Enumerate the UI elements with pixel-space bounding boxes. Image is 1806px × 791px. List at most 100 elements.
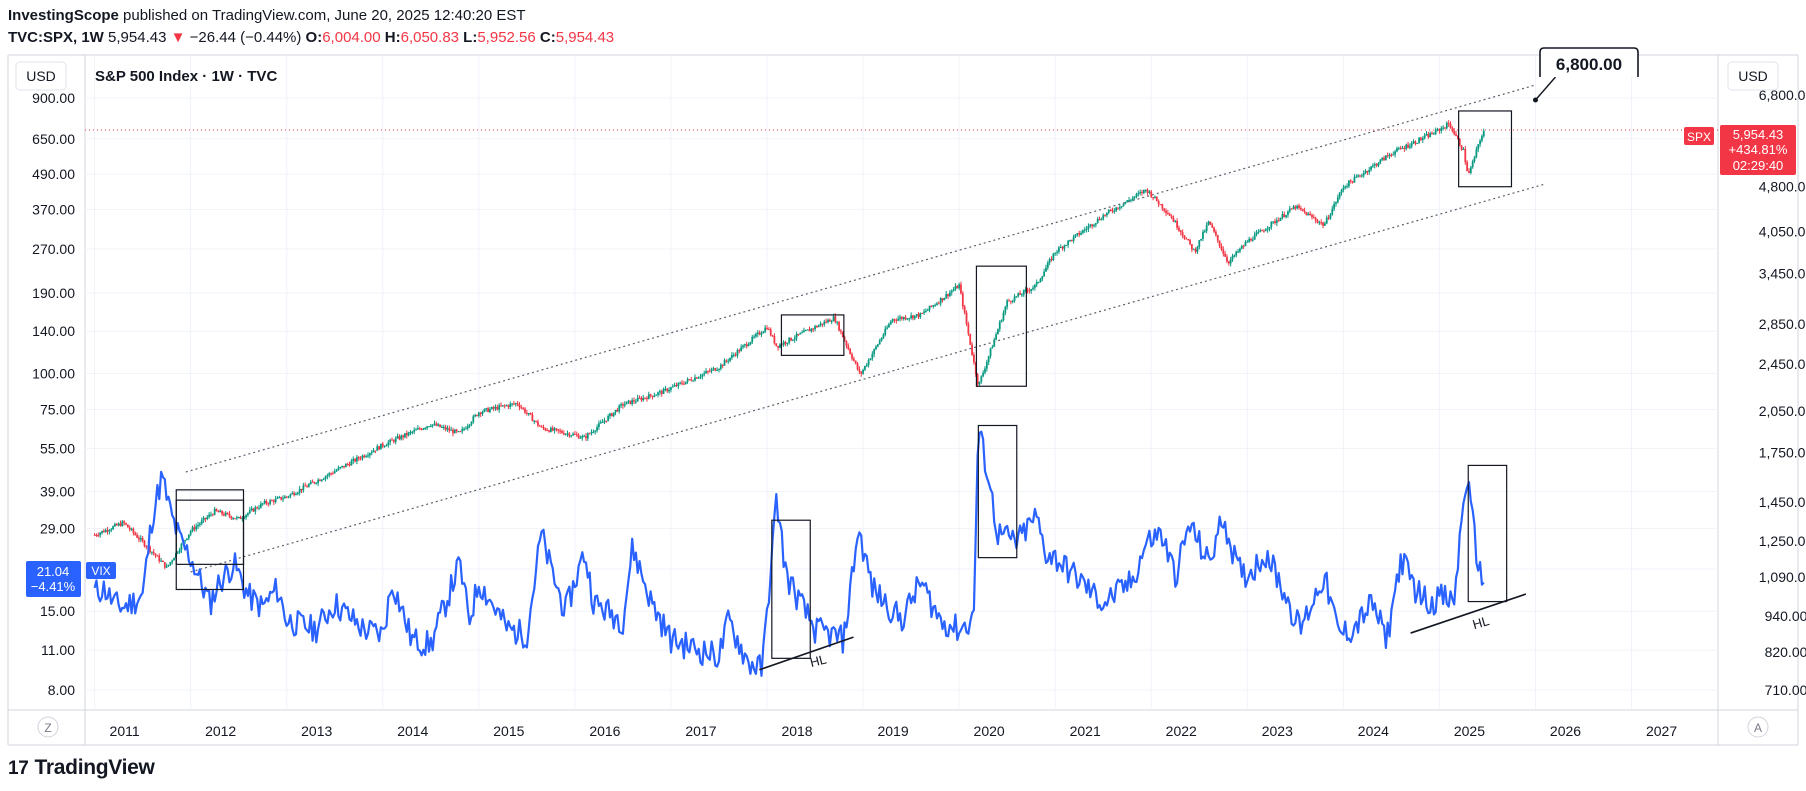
spx-candle-body [651,395,654,397]
spx-candle-body [1100,219,1103,221]
x-tick-label: 2021 [1070,723,1101,739]
spx-candle-body [1311,214,1313,218]
spx-candle-body [697,377,700,379]
spx-candle-body [679,382,682,384]
published-text: published on TradingView.com, June 20, 2… [118,7,526,24]
x-tick-label: 2014 [397,723,428,739]
spx-candle-body [845,341,848,346]
spx-candle-body [622,404,624,406]
spx-candle-body [1176,220,1179,228]
spx-candle-body [1299,207,1302,209]
spx-candle-body [1479,140,1481,145]
spx-candle-body [719,364,722,369]
price-chart[interactable]: 2011 2012 2013 2014 2015 2016 2017 2018 2019 2020… [0,0,1806,750]
spx-candle-body [1135,194,1138,197]
spx-candle-body [1130,199,1132,201]
spx-candle-body [1370,166,1372,170]
spx-candle-body [673,385,676,387]
spx-candle-body [1185,238,1188,240]
spx-candle-body [662,388,665,394]
auto-scale-button[interactable] [1747,716,1769,738]
spx-candle-body [1466,162,1469,172]
spx-candle-body [1457,135,1459,139]
spx-candle-body [1251,239,1254,241]
spx-candle-body [941,298,944,301]
spx-candle-body [823,321,826,325]
spx-candle-body [1381,157,1384,160]
currency-right-button[interactable] [1727,61,1779,91]
spx-candle-body [692,380,695,382]
tradingview-logo[interactable]: 17 TradingView [8,756,155,780]
spx-candle-body [723,360,726,366]
spx-candle-body [1471,161,1474,168]
x-tick-label: 2016 [589,723,620,739]
spx-candle-body [1344,186,1347,188]
tradingview-logo-text: TradingView [34,756,155,779]
currency-left-label[interactable]: USD [26,68,56,84]
spx-candle-body [762,331,765,334]
spx-candle-body [217,510,220,513]
spx-candle-body [998,321,1001,330]
auto-scale-label[interactable]: A [1754,721,1762,735]
spx-candle-body [742,345,744,348]
spx-candle-body [1004,306,1007,313]
spx-candle-body [1085,228,1088,230]
spx-candle-body [817,325,820,328]
ticker-label[interactable]: TVC:SPX, 1W [8,29,104,46]
currency-right-label[interactable]: USD [1738,68,1768,84]
spx-candle-body [235,517,238,519]
spx-candle-body [1229,259,1232,264]
spx-candle-body [1015,296,1018,298]
spx-candle-body [832,316,835,322]
spx-candle-body [280,496,283,500]
spx-candle-body [117,523,120,526]
spx-candle-body [753,336,755,338]
spx-candle-body [633,400,635,402]
currency-left-button[interactable] [15,61,67,91]
spx-candle-body [121,521,124,526]
x-tick-label: 2020 [974,723,1005,739]
spx-candle-body [1342,187,1345,191]
spx-candle-body [306,486,308,488]
spx-candle-body [359,458,362,460]
spx-candle-body [688,379,691,381]
spx-candle-body [400,435,403,440]
spx-candle-body [638,397,641,399]
spx-candle-body [1294,206,1297,209]
spx-candle-body [258,507,260,509]
spx-candle-body [426,426,429,428]
spx-candle-body [1024,289,1027,291]
zoom-reset-button[interactable] [37,716,59,738]
spx-candle-body [211,514,214,516]
spx-candle-body [165,566,168,568]
spx-candle-body [1074,234,1077,237]
spx-candle-body [1449,123,1452,129]
spx-candle-body [989,348,992,357]
spx-candle-body [1098,218,1101,220]
spx-candle-body [422,428,425,430]
spx-candle-body [202,517,205,521]
spx-candle-body [474,414,477,417]
spx-candle-body [616,409,619,412]
spx-candle-body [1155,196,1158,201]
spx-candle-body [749,342,752,345]
spx-candle-body [189,531,192,535]
spx-candle-body [409,431,412,433]
spx-candle-body [574,433,576,435]
zoom-reset-label[interactable]: Z [44,721,51,735]
spx-candle-body [1394,151,1396,155]
spx-candle-body [1231,255,1234,260]
spx-candle-body [354,458,356,462]
spx-candle-body [649,394,652,396]
author-name[interactable]: InvestingScope [8,7,119,24]
spx-candle-body [156,555,159,557]
spx-candle-body [1257,231,1260,233]
spx-candle-body [810,328,813,332]
spx-candle-body [1224,253,1227,257]
spx-candle-body [1019,293,1021,295]
spx-candle-body [1377,163,1380,166]
spx-candle-body [1388,154,1391,156]
spx-candle-body [727,360,730,362]
spx-candle-body [592,431,595,433]
spx-candle-body [882,334,885,339]
